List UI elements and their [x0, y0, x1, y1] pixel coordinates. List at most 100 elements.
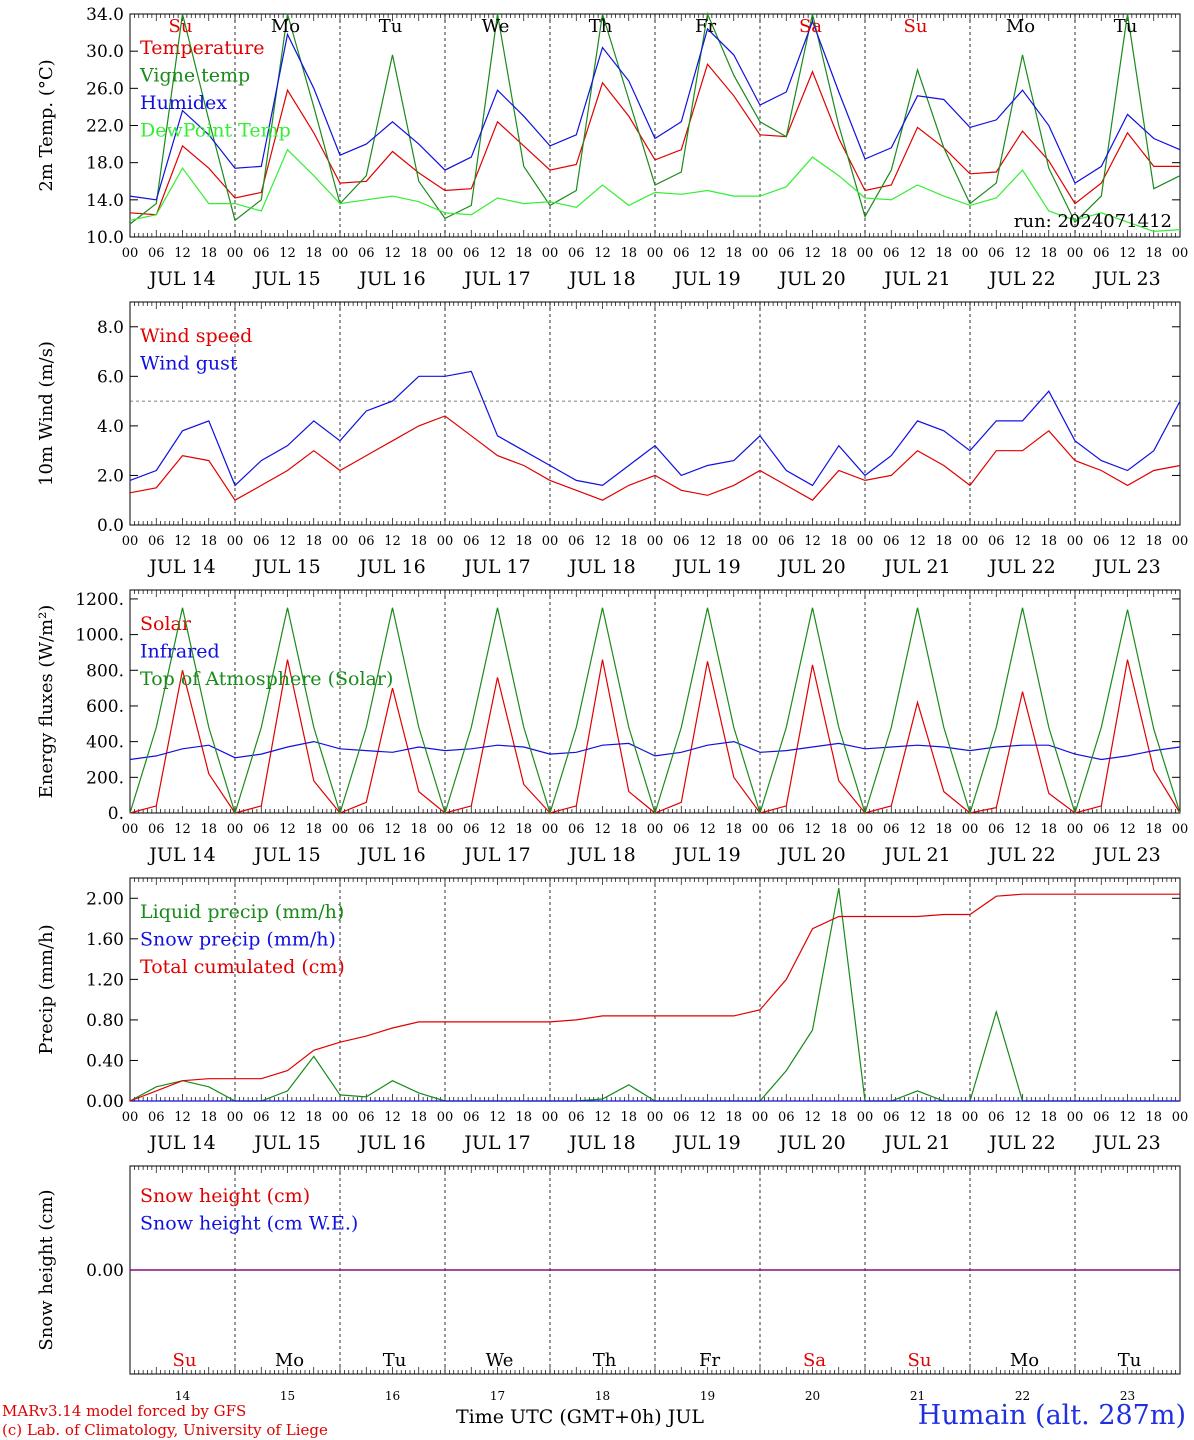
hour-label: 06 — [1093, 534, 1110, 549]
day-number: 19 — [700, 1389, 715, 1403]
hour-label: 06 — [568, 822, 585, 837]
hour-label: 12 — [279, 1110, 296, 1125]
hour-label: 18 — [410, 534, 427, 549]
hour-label: 00 — [752, 822, 769, 837]
legend-entry: Temperature — [140, 37, 264, 59]
hour-label: 06 — [358, 822, 375, 837]
y-tick-label: 18.0 — [86, 154, 124, 174]
weekday-label: Su — [169, 16, 193, 37]
hour-label: 06 — [568, 534, 585, 549]
weekday-label: Sa — [799, 16, 822, 37]
y-tick-label: 10.0 — [86, 228, 124, 248]
series-line — [129, 893, 1180, 1102]
weekday-label: Th — [589, 16, 613, 37]
y-tick-label: 0.00 — [86, 1261, 124, 1281]
hour-label: 06 — [778, 534, 795, 549]
hour-label: 12 — [174, 822, 191, 837]
day-label: JUL 22 — [987, 556, 1055, 578]
hour-label: 06 — [148, 1110, 165, 1125]
hour-label: 00 — [857, 534, 874, 549]
y-tick-label: 200. — [86, 768, 124, 788]
hour-label: 18 — [830, 246, 847, 261]
hour-label: 00 — [227, 1110, 244, 1125]
hour-label: 00 — [1172, 246, 1189, 261]
hour-label: 06 — [673, 822, 690, 837]
hour-label: 18 — [830, 1110, 847, 1125]
hour-label: 18 — [305, 246, 322, 261]
weekday-label: We — [482, 16, 510, 37]
weekday-label: Tu — [379, 16, 403, 37]
hour-label: 12 — [804, 822, 821, 837]
hour-label: 18 — [620, 246, 637, 261]
weekday-label: Mo — [1010, 1350, 1039, 1371]
day-label: JUL 15 — [252, 844, 320, 866]
hour-label: 00 — [962, 822, 979, 837]
hour-label: 18 — [515, 246, 532, 261]
hour-label: 12 — [489, 822, 506, 837]
legend-entry: Solar — [140, 613, 192, 635]
hour-label: 18 — [830, 534, 847, 549]
hour-label: 06 — [778, 822, 795, 837]
day-number: 15 — [280, 1389, 295, 1403]
day-number: 16 — [385, 1389, 400, 1403]
hour-label: 12 — [594, 1110, 611, 1125]
hour-label: 06 — [883, 534, 900, 549]
hour-label: 00 — [542, 822, 559, 837]
hour-label: 18 — [515, 1110, 532, 1125]
legend-entry: Vigne temp — [139, 65, 250, 87]
hour-label: 12 — [279, 534, 296, 549]
hour-label: 06 — [253, 822, 270, 837]
day-label: JUL 15 — [252, 268, 320, 290]
hour-label: 06 — [883, 1110, 900, 1125]
hour-label: 00 — [332, 534, 349, 549]
hour-label: 12 — [174, 534, 191, 549]
day-label: JUL 19 — [672, 1132, 740, 1154]
hour-label: 18 — [1145, 534, 1162, 549]
hour-label: 06 — [253, 534, 270, 549]
y-axis-label: 2m Temp. (°C) — [36, 59, 57, 191]
hour-label: 00 — [227, 534, 244, 549]
hour-label: 00 — [332, 1110, 349, 1125]
y-tick-label: 600. — [86, 697, 124, 717]
hour-label: 00 — [332, 822, 349, 837]
hour-label: 06 — [673, 1110, 690, 1125]
x-axis-title: Time UTC (GMT+0h) JUL — [456, 1406, 704, 1428]
series-line — [129, 148, 1181, 233]
hour-label: 00 — [227, 246, 244, 261]
hour-label: 12 — [804, 534, 821, 549]
hour-label: 06 — [463, 1110, 480, 1125]
hour-label: 06 — [778, 1110, 795, 1125]
day-label: JUL 20 — [777, 844, 845, 866]
series-line — [129, 607, 1181, 816]
hour-label: 06 — [463, 534, 480, 549]
legend-entry: Top of Atmosphere (Solar) — [140, 668, 393, 690]
hour-label: 06 — [148, 534, 165, 549]
hour-label: 18 — [515, 534, 532, 549]
series-line — [129, 19, 1181, 201]
day-label: JUL 23 — [1092, 556, 1160, 578]
day-label: JUL 19 — [672, 556, 740, 578]
hour-label: 00 — [857, 1110, 874, 1125]
hour-label: 18 — [410, 1110, 427, 1125]
y-tick-label: 1000. — [75, 626, 124, 646]
hour-label: 18 — [200, 246, 217, 261]
hour-label: 18 — [305, 1110, 322, 1125]
hour-label: 00 — [332, 246, 349, 261]
hour-label: 00 — [647, 822, 664, 837]
hour-label: 12 — [909, 1110, 926, 1125]
legend-entry: Snow precip (mm/h) — [140, 929, 336, 951]
hour-label: 18 — [725, 1110, 742, 1125]
hour-label: 12 — [1014, 1110, 1031, 1125]
legend-entry: Liquid precip (mm/h) — [140, 901, 344, 923]
hour-label: 12 — [174, 246, 191, 261]
legend-entry: Wind gust — [140, 353, 238, 375]
weekday-label: Mo — [271, 16, 300, 37]
hour-label: 12 — [279, 822, 296, 837]
day-label: JUL 20 — [777, 1132, 845, 1154]
y-axis-label: 10m Wind (m/s) — [36, 341, 57, 486]
hour-label: 18 — [1040, 1110, 1057, 1125]
hour-label: 18 — [935, 822, 952, 837]
y-tick-label: 34.0 — [86, 5, 124, 25]
hour-label: 06 — [568, 246, 585, 261]
